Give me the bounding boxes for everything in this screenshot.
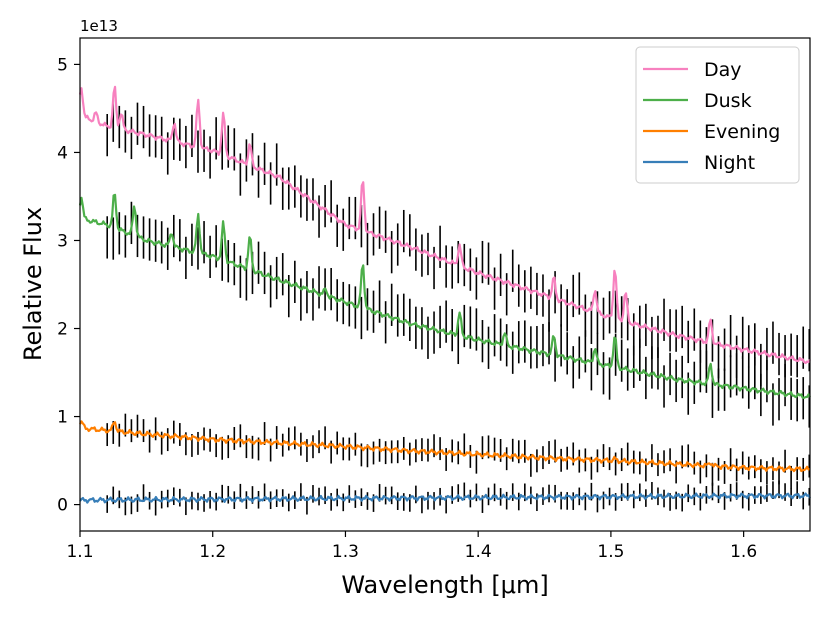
series-line-night	[79, 492, 811, 504]
x-tick-label: 1.4	[465, 542, 492, 562]
y-tick-label: 5	[57, 55, 68, 75]
series-line-evening	[79, 420, 811, 473]
x-axis-ticks: 1.1 1.2 1.3 1.4 1.5 1.6	[66, 531, 757, 562]
series-line-dusk	[78, 193, 811, 399]
legend-label-evening: Evening	[704, 121, 780, 143]
y-tick-label: 4	[57, 143, 68, 163]
y-tick-label: 2	[57, 320, 68, 340]
y-tick-label: 0	[57, 496, 68, 516]
legend-label-day: Day	[704, 59, 742, 81]
x-tick-label: 1.2	[199, 542, 226, 562]
y-tick-label: 3	[57, 231, 68, 251]
y-tick-label: 1	[57, 408, 68, 428]
legend-box	[635, 46, 800, 184]
legend: Day Dusk Evening Night	[635, 46, 800, 184]
series-lines	[78, 85, 811, 504]
x-tick-label: 1.5	[597, 542, 624, 562]
y-axis-label: Relative Flux	[19, 207, 47, 361]
series-line-day	[78, 85, 811, 365]
x-axis-label: Wavelength [μm]	[341, 571, 548, 599]
legend-label-night: Night	[704, 152, 755, 174]
y-axis-ticks: 0 1 2 3 4 5	[57, 55, 80, 516]
x-tick-label: 1.1	[66, 542, 93, 562]
y-offset-label: 1e13	[80, 17, 118, 35]
x-tick-label: 1.3	[332, 542, 359, 562]
plot-frame	[79, 37, 811, 532]
x-tick-label: 1.6	[730, 542, 757, 562]
legend-label-dusk: Dusk	[704, 90, 752, 112]
